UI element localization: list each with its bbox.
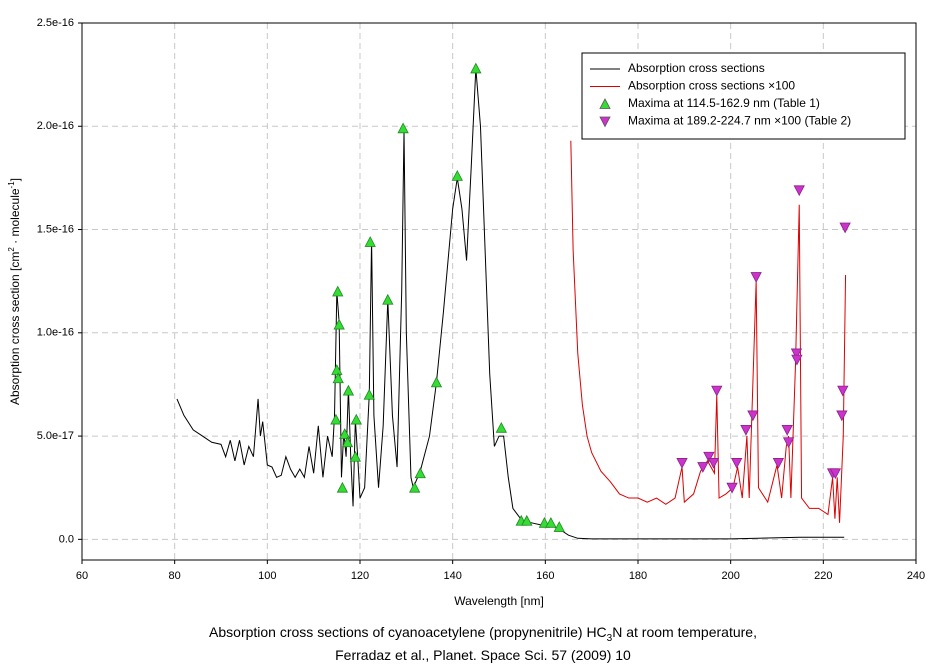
x-tick-label: 160 <box>536 570 554 582</box>
marker <box>676 458 688 469</box>
legend-swatch <box>599 98 611 109</box>
marker <box>332 372 344 384</box>
caption-part: Absorption cross sections of cyanoacetyl… <box>209 624 607 640</box>
marker <box>747 410 759 422</box>
marker <box>336 481 349 493</box>
legend-swatch <box>599 116 611 128</box>
legend-label: Absorption cross sections ×100 <box>628 79 795 93</box>
marker <box>350 413 362 425</box>
marker <box>333 318 345 330</box>
caption: Absorption cross sections of cyanoacetyl… <box>209 624 757 644</box>
data-line <box>570 140 847 523</box>
marker <box>839 222 851 234</box>
data-line <box>176 68 845 540</box>
caption: Ferradaz et al., Planet. Space Sci. 57 (… <box>335 647 631 663</box>
marker <box>341 436 354 448</box>
y-tick-label: 5.0e-17 <box>37 430 74 442</box>
marker <box>791 354 803 366</box>
marker <box>521 514 533 526</box>
x-tick-label: 240 <box>907 570 925 582</box>
marker <box>342 384 355 396</box>
marker <box>349 450 362 462</box>
marker <box>451 169 463 181</box>
marker <box>409 481 421 493</box>
legend-label: Maxima at 189.2-224.7 nm ×100 (Table 2) <box>628 114 851 128</box>
y-axis-label-part: 2 <box>7 247 16 252</box>
marker <box>430 376 443 388</box>
marker <box>726 482 738 494</box>
marker <box>363 388 375 400</box>
marker <box>545 516 557 528</box>
marker <box>790 348 803 360</box>
y-tick-label: 2.5e-16 <box>37 17 74 29</box>
x-tick-label: 100 <box>258 570 276 582</box>
marker <box>697 462 709 473</box>
y-axis-label: Absorption cross section [cm2 · molecule… <box>7 178 23 405</box>
y-axis-label-part: -1 <box>7 181 16 189</box>
marker <box>836 410 848 422</box>
marker <box>495 421 507 433</box>
x-tick-label: 140 <box>443 570 461 582</box>
marker <box>707 458 720 469</box>
y-axis-label-part: · molecule <box>8 188 22 247</box>
marker <box>553 521 565 532</box>
marker <box>793 185 805 197</box>
y-tick-label: 1.0e-16 <box>37 327 74 339</box>
marker <box>837 385 849 397</box>
legend-label: Maxima at 114.5-162.9 nm (Table 1) <box>628 96 820 110</box>
x-tick-label: 220 <box>814 570 832 582</box>
marker <box>781 424 793 436</box>
marker <box>782 437 795 449</box>
legend-box <box>581 52 906 140</box>
y-axis-label-part: ] <box>8 178 22 181</box>
marker <box>703 451 715 463</box>
y-tick-label: 1.5e-16 <box>37 223 74 235</box>
marker <box>397 122 409 134</box>
y-axis-label-part: Absorption cross section [cm <box>8 252 22 405</box>
y-tick-label: 0.0 <box>59 533 74 545</box>
x-tick-label: 60 <box>76 570 88 582</box>
marker <box>750 272 762 283</box>
x-tick-label: 180 <box>629 570 647 582</box>
y-tick-label: 2.0e-16 <box>37 120 74 132</box>
x-tick-label: 200 <box>721 570 739 582</box>
marker <box>364 236 376 247</box>
x-tick-label: 120 <box>351 570 369 582</box>
x-tick-label: 80 <box>169 570 181 582</box>
marker <box>711 385 723 397</box>
plot-frame <box>81 22 917 561</box>
caption-part: N at room temperature, <box>612 624 757 640</box>
x-axis-label: Wavelength [nm] <box>454 594 544 608</box>
marker <box>331 364 343 375</box>
marker <box>414 467 426 479</box>
marker <box>772 458 785 469</box>
marker <box>740 424 752 436</box>
marker <box>731 458 743 469</box>
legend-label: Absorption cross sections <box>628 61 765 75</box>
marker <box>330 413 342 425</box>
marker <box>332 285 344 297</box>
caption-part: 3 <box>607 633 613 644</box>
marker <box>382 293 394 305</box>
marker <box>339 428 351 439</box>
marker <box>829 468 842 480</box>
caption-part: Ferradaz et al., Planet. Space Sci. 57 (… <box>335 647 631 663</box>
marker <box>470 62 482 74</box>
